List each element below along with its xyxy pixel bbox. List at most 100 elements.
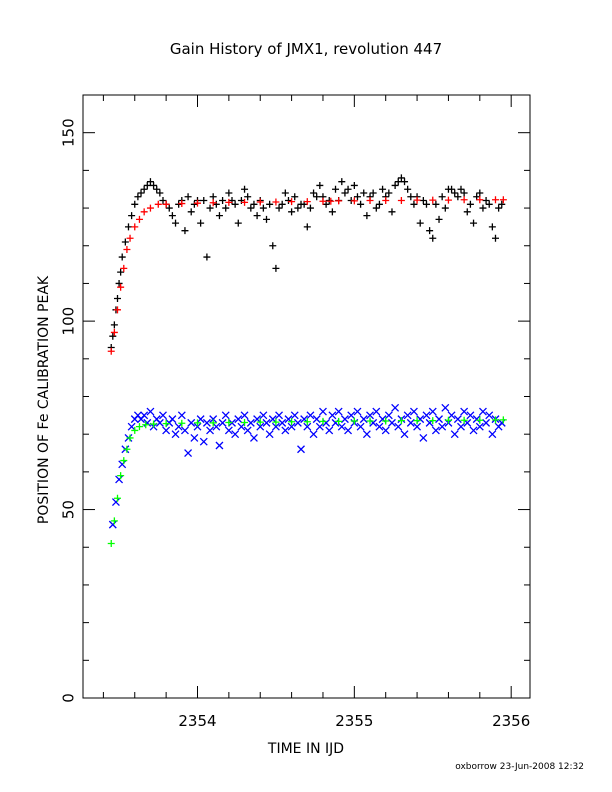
series-2-point xyxy=(337,422,346,431)
series-1-point xyxy=(135,215,143,223)
series-2-point xyxy=(290,411,299,420)
series-2-point xyxy=(234,415,243,424)
series-2-point xyxy=(315,422,324,431)
series-1-point xyxy=(209,199,217,207)
series-2-point xyxy=(375,422,384,431)
series-1-point xyxy=(272,198,280,206)
series-2-point xyxy=(253,415,262,424)
series-0-point xyxy=(441,204,449,212)
series-2-point xyxy=(237,422,246,431)
series-0-point xyxy=(134,193,142,201)
series-3-point xyxy=(429,417,437,425)
series-2-point xyxy=(466,411,475,420)
series-3-point xyxy=(272,418,280,426)
series-1-point xyxy=(126,234,134,242)
series-3-point xyxy=(366,417,374,425)
series-2-point xyxy=(388,418,396,427)
series-0-point xyxy=(401,178,409,186)
chart-title: Gain History of JMX1, revolution 447 xyxy=(169,40,443,58)
series-2-point xyxy=(146,407,155,416)
series-2-point xyxy=(488,430,497,439)
series-0-point xyxy=(332,185,340,193)
series-2-point xyxy=(212,422,221,431)
series-2-point xyxy=(482,418,491,427)
series-2-point xyxy=(347,411,356,420)
footer-stamp: oxborrow 23-Jun-2008 12:32 xyxy=(455,762,584,772)
series-0-point xyxy=(341,189,349,197)
series-0-point xyxy=(394,178,402,186)
series-0-point xyxy=(250,200,258,208)
series-2-point xyxy=(243,426,252,435)
series-2-point xyxy=(159,411,167,420)
x-tick-label: 2355 xyxy=(335,712,373,730)
series-0-point xyxy=(466,200,474,208)
series-2-point xyxy=(215,441,224,450)
series-1-point xyxy=(303,198,311,206)
series-1-point xyxy=(366,197,374,205)
series-2-point xyxy=(275,411,284,420)
series-0-point xyxy=(363,212,371,220)
y-tick-label: 150 xyxy=(60,118,78,147)
series-0-point xyxy=(197,219,205,227)
series-2-point xyxy=(155,418,164,427)
series-0-point xyxy=(435,215,443,223)
series-0-point xyxy=(419,197,427,205)
series-3-point xyxy=(150,420,158,428)
series-1-point xyxy=(499,196,507,204)
series-1-point xyxy=(107,347,115,355)
series-2-point xyxy=(140,411,149,420)
series-2-point xyxy=(115,475,124,484)
series-2-point xyxy=(435,415,443,424)
series-2-point xyxy=(497,418,506,427)
series-2-point xyxy=(171,430,180,439)
series-2-point xyxy=(249,433,258,442)
series-2-point xyxy=(231,430,240,439)
series-2-point xyxy=(447,411,456,420)
series-2-point xyxy=(309,430,318,439)
series-0-point xyxy=(146,178,154,186)
series-0-point xyxy=(360,189,368,197)
series-0-point xyxy=(109,332,117,340)
series-3-point xyxy=(350,417,358,425)
x-axis-label: TIME IN IJD xyxy=(267,741,345,757)
y-tick-label: 50 xyxy=(60,500,78,519)
series-2-point xyxy=(478,407,487,416)
series-2-point xyxy=(460,407,469,416)
series-0-point xyxy=(225,189,233,197)
series-1-point xyxy=(120,264,128,272)
series-0-point xyxy=(150,181,158,189)
series-3-point xyxy=(120,457,128,465)
series-3-point xyxy=(225,419,233,427)
series-2-point xyxy=(118,460,127,469)
series-0-point xyxy=(175,200,183,208)
series-0-point xyxy=(269,242,277,250)
series-0-point xyxy=(288,208,296,216)
series-2-point xyxy=(457,422,465,431)
series-2-point xyxy=(199,437,208,446)
series-0-point xyxy=(473,193,481,201)
series-0-point xyxy=(263,215,271,223)
series-2-point xyxy=(174,422,183,431)
series-0-point xyxy=(410,200,418,208)
series-2-point xyxy=(312,415,321,424)
series-0-point xyxy=(110,321,118,329)
series-2-point xyxy=(303,422,312,431)
series-2-point xyxy=(259,411,268,420)
series-1-point xyxy=(131,223,139,231)
series-0-point xyxy=(353,193,361,201)
data-marks-group xyxy=(107,174,507,547)
series-2-point xyxy=(193,422,202,431)
series-1-point xyxy=(110,328,118,336)
series-2-point xyxy=(372,407,381,416)
series-0-point xyxy=(451,189,459,197)
series-0-point xyxy=(391,181,399,189)
series-2-point xyxy=(187,418,196,427)
series-2-point xyxy=(196,415,205,424)
series-0-point xyxy=(234,219,242,227)
series-0-point xyxy=(426,227,434,235)
series-2-point xyxy=(400,430,409,439)
series-0-point xyxy=(247,204,255,212)
series-0-point xyxy=(159,197,167,205)
series-0-point xyxy=(140,185,148,193)
